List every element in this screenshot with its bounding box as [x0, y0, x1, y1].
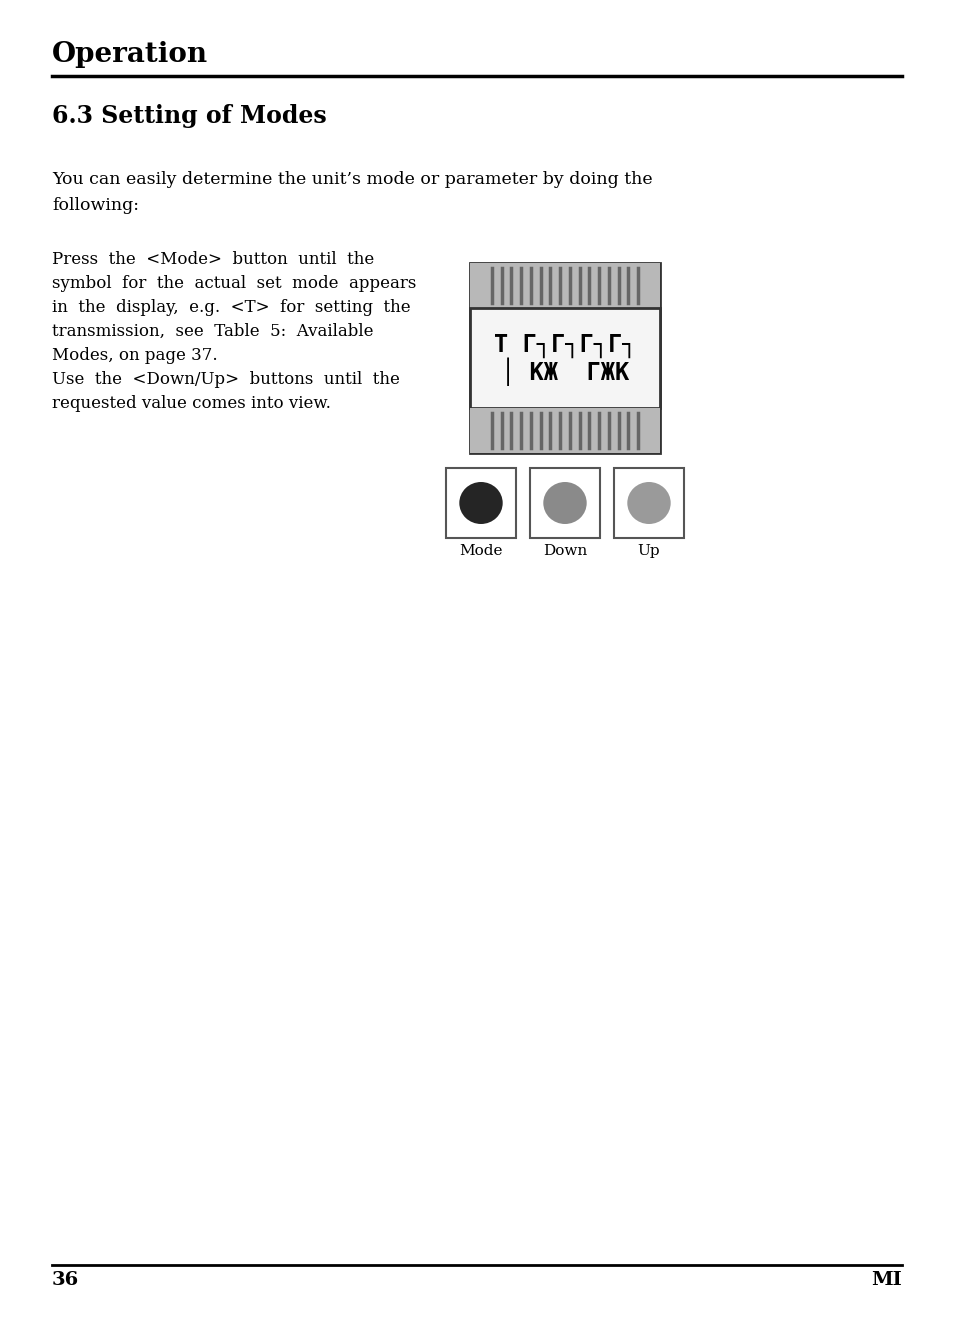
- Text: symbol  for  the  actual  set  mode  appears: symbol for the actual set mode appears: [52, 275, 416, 292]
- Text: Press  the  <Mode>  button  until  the: Press the <Mode> button until the: [52, 251, 374, 269]
- Text: Down: Down: [542, 544, 586, 558]
- Text: 36: 36: [52, 1271, 79, 1289]
- Text: T Γ┐Γ┐Γ┐Γ┐: T Γ┐Γ┐Γ┐Γ┐: [494, 333, 636, 359]
- Text: Up: Up: [637, 544, 659, 558]
- Text: requested value comes into view.: requested value comes into view.: [52, 396, 331, 411]
- Bar: [530, 468, 599, 538]
- Text: You can easily determine the unit’s mode or parameter by doing the: You can easily determine the unit’s mode…: [52, 171, 652, 188]
- Bar: [446, 468, 516, 538]
- Ellipse shape: [542, 482, 586, 524]
- Text: Use  the  <Down/Up>  buttons  until  the: Use the <Down/Up> buttons until the: [52, 370, 399, 388]
- Bar: [470, 263, 659, 308]
- Text: Mode: Mode: [458, 544, 502, 558]
- Bar: [470, 308, 659, 407]
- Text: following:: following:: [52, 197, 139, 214]
- Ellipse shape: [458, 482, 502, 524]
- Ellipse shape: [627, 482, 670, 524]
- Text: MI: MI: [870, 1271, 901, 1289]
- Text: Modes, on page 37.: Modes, on page 37.: [52, 347, 217, 364]
- Text: in  the  display,  e.g.  <T>  for  setting  the: in the display, e.g. <T> for setting the: [52, 299, 410, 316]
- Text: │ КЖ  ГЖК: │ КЖ ГЖК: [500, 357, 628, 386]
- Bar: [470, 263, 659, 452]
- Bar: [470, 407, 659, 452]
- Text: 6.3 Setting of Modes: 6.3 Setting of Modes: [52, 105, 327, 128]
- Bar: [614, 468, 683, 538]
- Text: Operation: Operation: [52, 41, 208, 67]
- Text: transmission,  see  Table  5:  Available: transmission, see Table 5: Available: [52, 323, 374, 340]
